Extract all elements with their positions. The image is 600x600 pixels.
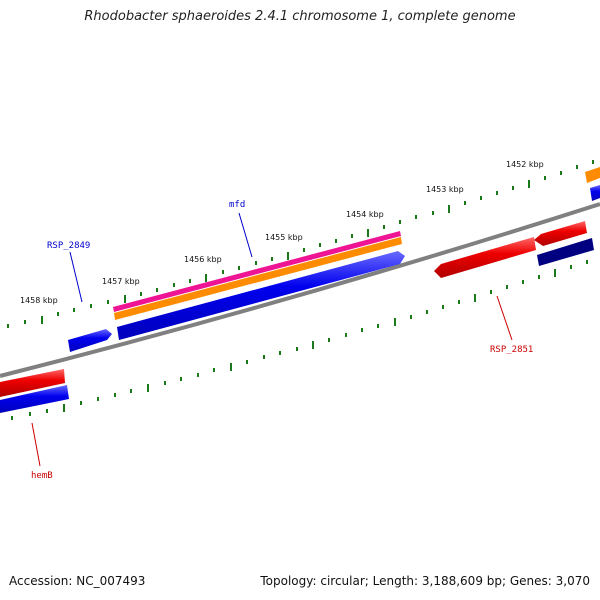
chromosome-backbone (0, 202, 600, 378)
upper-scale (7, 160, 594, 328)
scale-label-1452: 1452 kbp (506, 160, 544, 169)
gene-label-hemb[interactable]: hemB (31, 471, 53, 481)
scale-label-1454: 1454 kbp (346, 210, 384, 219)
map-title: Rhodobacter sphaeroides 2.4.1 chromosome… (84, 9, 516, 24)
hemb-leader-line (31, 422, 41, 467)
scale-label-1458: 1458 kbp (20, 296, 58, 305)
gene-mfd-orange[interactable] (114, 237, 402, 320)
gene-edge-orange[interactable] (585, 167, 600, 183)
gene-red-right[interactable] (534, 221, 587, 246)
gene-label-rsp2849[interactable]: RSP_2849 (47, 241, 90, 251)
gene-edge-blue[interactable] (590, 185, 600, 201)
mfd-leader-line (238, 212, 253, 258)
gene-rsp2851-red[interactable] (434, 237, 536, 278)
lower-scale (11, 260, 588, 420)
gene-rsp2849-blue[interactable] (68, 329, 112, 352)
gene-hemb-red[interactable] (0, 369, 65, 397)
gene-navy-right[interactable] (537, 238, 594, 266)
rsp2849-leader-line (69, 251, 83, 303)
scale-label-1455: 1455 kbp (265, 233, 303, 242)
genome-summary-text: Topology: circular; Length: 3,188,609 bp… (260, 574, 590, 588)
scale-label-1453: 1453 kbp (426, 185, 464, 194)
gene-label-rsp2851[interactable]: RSP_2851 (490, 345, 533, 355)
gene-mfd-pink[interactable] (113, 231, 401, 312)
accession-text: Accession: NC_007493 (9, 574, 146, 588)
gene-blue-left[interactable] (0, 385, 69, 413)
gene-mfd-blue[interactable] (117, 251, 405, 340)
scale-label-1456: 1456 kbp (184, 255, 222, 264)
rsp2851-leader-line (496, 295, 513, 341)
gene-label-mfd[interactable]: mfd (229, 200, 245, 210)
scale-label-1457: 1457 kbp (102, 277, 140, 286)
